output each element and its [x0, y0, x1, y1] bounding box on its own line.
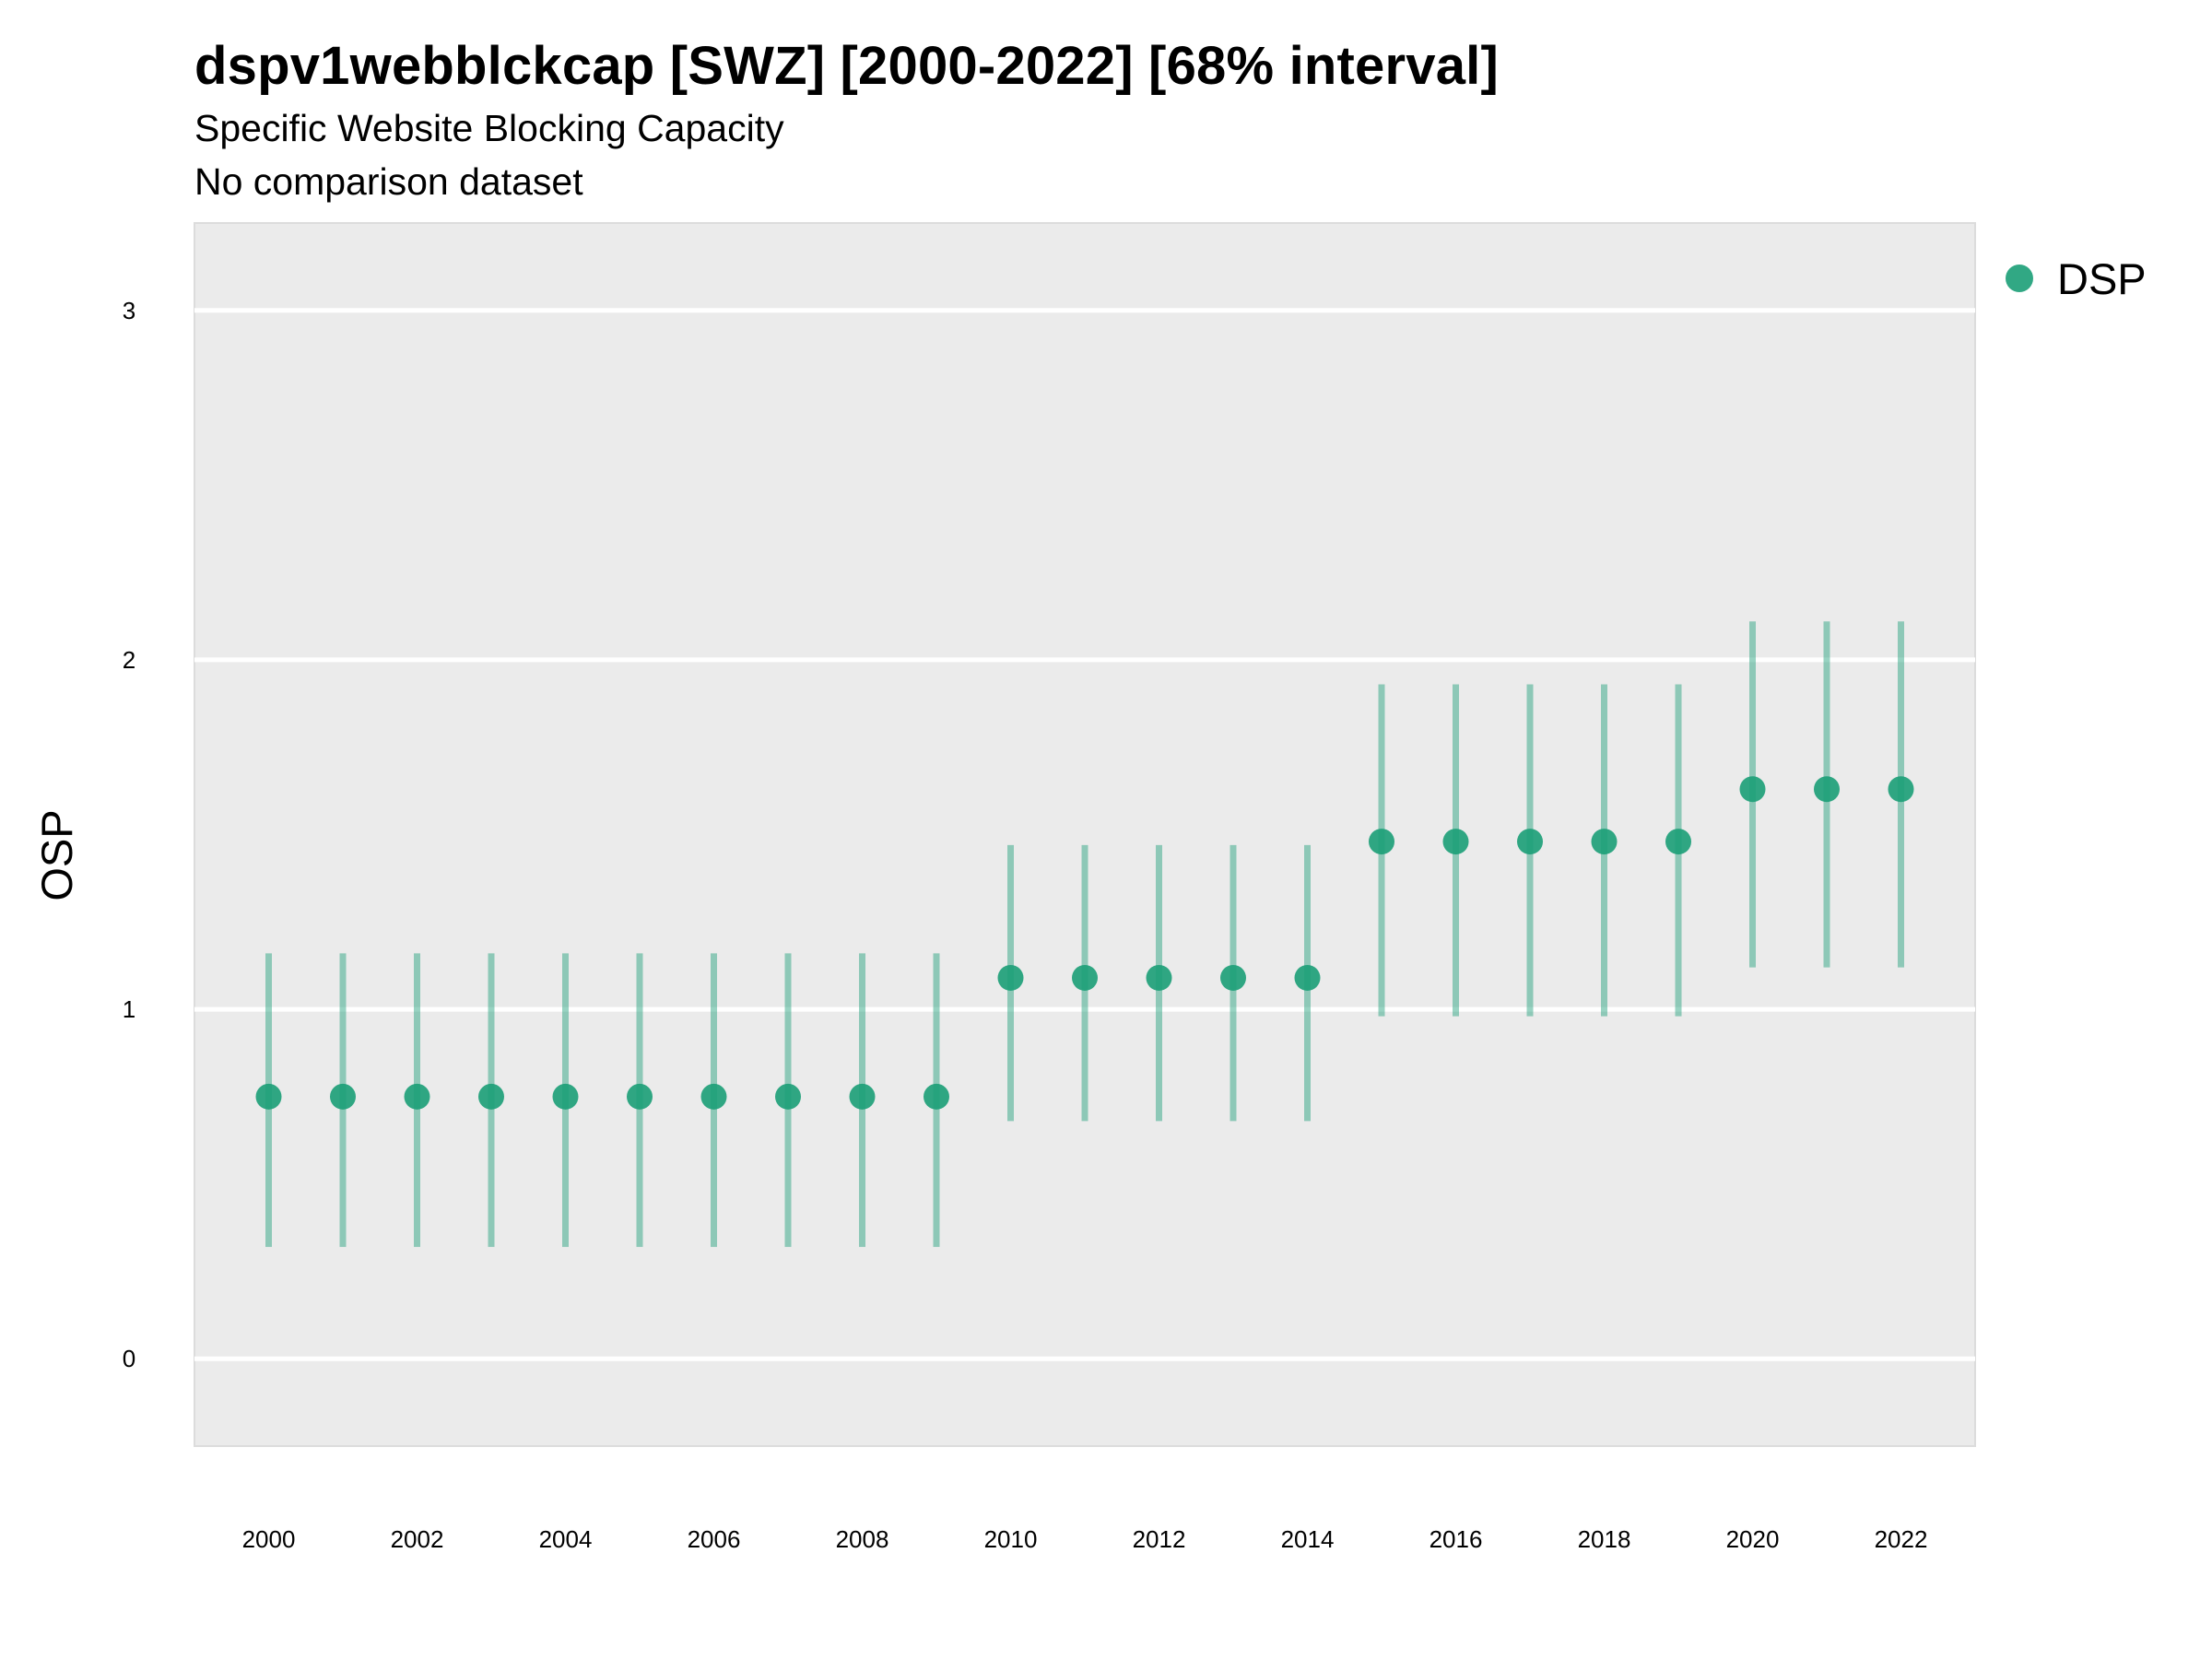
plot-panel — [194, 222, 1976, 1447]
data-point — [1517, 829, 1543, 855]
x-tick-label: 2000 — [242, 1525, 296, 1553]
data-point — [1294, 964, 1321, 991]
data-point — [924, 1083, 949, 1110]
y-tick-label: 0 — [123, 1345, 135, 1372]
data-point — [997, 964, 1024, 991]
y-axis-label: OSP — [32, 809, 81, 900]
x-tick-label: 2006 — [688, 1525, 741, 1553]
data-point — [1739, 776, 1766, 803]
data-point — [1888, 776, 1914, 803]
data-point — [1369, 829, 1394, 855]
x-tick-label: 2020 — [1726, 1525, 1780, 1553]
data-point — [478, 1083, 504, 1110]
data-point — [849, 1083, 876, 1110]
data-point — [775, 1083, 801, 1110]
data-point — [552, 1083, 579, 1110]
data-point — [700, 1083, 727, 1110]
x-tick-label: 2008 — [836, 1525, 889, 1553]
x-tick-label: 2012 — [1133, 1525, 1186, 1553]
legend: DSP — [2006, 251, 2147, 306]
chart-title: dspv1webblckcap [SWZ] [2000-2022] [68% i… — [194, 36, 1499, 96]
data-point — [1146, 964, 1172, 991]
data-point — [1072, 964, 1098, 991]
legend-key-dsp — [2006, 265, 2033, 292]
chart-subtitle: Specific Website Blocking Capacity — [194, 107, 784, 149]
x-tick-label: 2022 — [1875, 1525, 1928, 1553]
data-point — [1220, 964, 1246, 991]
y-tick-label: 2 — [123, 646, 135, 674]
data-point — [255, 1083, 282, 1110]
y-tick-label: 3 — [123, 297, 135, 324]
data-point — [627, 1083, 653, 1110]
data-point — [404, 1083, 430, 1110]
data-point — [1814, 776, 1840, 803]
x-tick-label: 2002 — [391, 1525, 444, 1553]
data-point — [1665, 829, 1691, 855]
data-point — [330, 1083, 356, 1110]
x-tick-label: 2004 — [539, 1525, 593, 1553]
data-point — [1591, 829, 1618, 855]
x-tick-label: 2018 — [1578, 1525, 1631, 1553]
y-tick-label: 1 — [123, 995, 135, 1023]
x-tick-label: 2010 — [984, 1525, 1038, 1553]
data-point — [1442, 829, 1469, 855]
x-tick-label: 2014 — [1281, 1525, 1335, 1553]
legend-label-dsp: DSP — [2057, 253, 2147, 303]
chart-caption: No comparison dataset — [194, 160, 583, 203]
x-tick-label: 2016 — [1430, 1525, 1483, 1553]
